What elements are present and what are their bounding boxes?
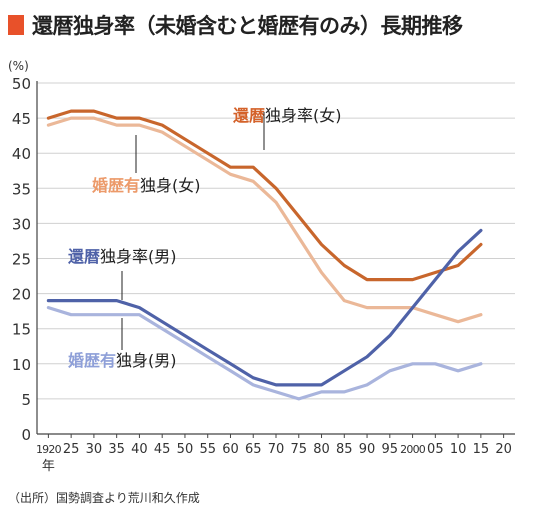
x-tick-label-35: 35: [108, 442, 125, 457]
y-tick-label-10: 10: [12, 356, 31, 374]
series-label-3: 婚歴有独身(男): [68, 351, 177, 370]
x-tick-label-20: 20: [495, 442, 512, 457]
x-tick-label-85: 85: [336, 442, 353, 457]
y-tick-label-50: 50: [12, 75, 31, 93]
series-line-1: [46, 116, 483, 324]
y-tick-label-15: 15: [12, 321, 31, 339]
x-tick-label-05: 05: [427, 442, 444, 457]
y-tick-label-30: 30: [12, 215, 31, 233]
x-tick-label-30: 30: [86, 442, 103, 457]
x-tick-label-75: 75: [290, 442, 307, 457]
title-marker: [8, 15, 24, 35]
y-tick-label-40: 40: [12, 145, 31, 163]
series-line-2: [46, 228, 483, 387]
x-tick-label-90: 90: [359, 442, 376, 457]
x-tick-label-40: 40: [131, 442, 148, 457]
series-line-3: [46, 306, 483, 401]
y-tick-label-35: 35: [12, 180, 31, 198]
x-tick-label-15: 15: [473, 442, 490, 457]
x-tick-label-2000: 2000: [400, 443, 426, 456]
series-label-0: 還暦独身率(女): [233, 106, 342, 125]
x-tick-label-1920: 1920: [36, 443, 62, 456]
x-year-suffix: 年: [42, 459, 55, 474]
y-tick-label-0: 0: [21, 426, 31, 444]
y-axis-label: (%): [8, 59, 29, 73]
y-tick-label-25: 25: [12, 251, 31, 269]
chart-title: 還暦独身率（未婚含むと婚歴有のみ）長期推移: [32, 14, 463, 38]
x-tick-label-55: 55: [199, 442, 216, 457]
series-label-2: 還暦独身率(男): [68, 247, 177, 266]
x-tick-label-65: 65: [245, 442, 262, 457]
series-label-1: 婚歴有独身(女): [92, 176, 201, 195]
y-tick-label-45: 45: [12, 110, 31, 128]
x-tick-label-80: 80: [313, 442, 330, 457]
x-tick-label-95: 95: [382, 442, 399, 457]
x-tick-label-50: 50: [177, 442, 194, 457]
y-tick-label-20: 20: [12, 286, 31, 304]
source-note: （出所）国勢調査より荒川和久作成: [8, 491, 200, 505]
chart-header: 還暦独身率（未婚含むと婚歴有のみ）長期推移: [8, 8, 463, 42]
x-tick-label-10: 10: [450, 442, 467, 457]
x-tick-label-45: 45: [154, 442, 171, 457]
x-tick-label-70: 70: [268, 442, 285, 457]
series-line-0: [46, 109, 483, 282]
y-tick-label-5: 5: [21, 391, 31, 409]
x-tick-label-25: 25: [63, 442, 80, 457]
x-tick-label-60: 60: [222, 442, 239, 457]
